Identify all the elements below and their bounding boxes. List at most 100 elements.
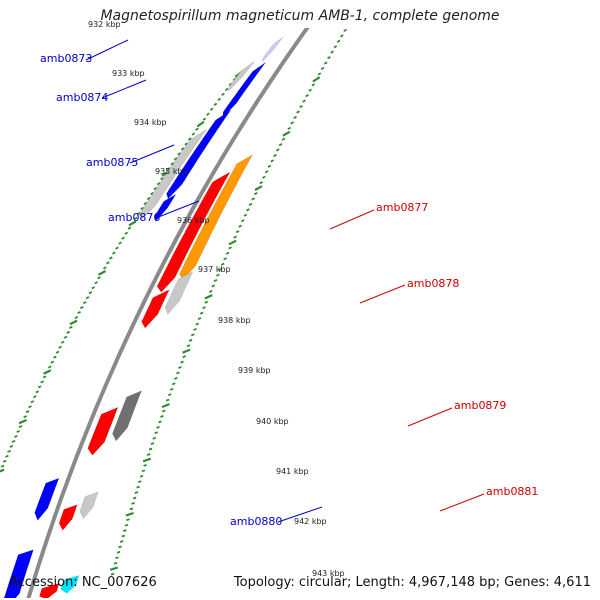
- gene-bottom-cyan[interactable]: [60, 575, 80, 594]
- outer-track-minor-tick: [216, 273, 220, 277]
- gene-label-amb0874[interactable]: amb0874: [56, 91, 109, 104]
- outer-track-major-tick: [228, 239, 237, 246]
- outer-track-minor-tick: [180, 360, 184, 364]
- inner-track-minor-tick: [53, 355, 57, 359]
- outer-track-minor-tick: [167, 393, 172, 397]
- label-leader-lines: [85, 39, 485, 523]
- outer-track-minor-tick: [290, 121, 295, 125]
- outer-track-minor-tick: [259, 181, 264, 185]
- outer-track-minor-tick: [262, 175, 266, 179]
- inner-track-minor-tick: [195, 127, 199, 131]
- gene-amb0878-gray[interactable]: [164, 271, 194, 315]
- gene-amb0877-orange[interactable]: [179, 154, 254, 281]
- outer-track-minor-tick: [190, 333, 195, 337]
- outer-track-major-tick: [125, 511, 134, 517]
- outer-track-minor-tick: [129, 507, 134, 511]
- tick-label: 943 kbp: [312, 569, 345, 578]
- inner-track-minor-tick: [173, 157, 178, 161]
- inner-track-minor-tick: [170, 162, 175, 166]
- outer-track-minor-tick: [278, 143, 283, 147]
- gene-amb0879-dark[interactable]: [112, 390, 143, 442]
- inner-track-minor-tick: [206, 112, 210, 116]
- inner-track-minor-tick: [55, 350, 60, 354]
- outer-track-minor-tick: [343, 28, 347, 33]
- inner-track-major-tick: [18, 418, 27, 425]
- inner-track-minor-tick: [146, 196, 151, 201]
- inner-track-minor-tick: [202, 117, 207, 121]
- inner-track-minor-tick: [7, 449, 11, 453]
- inner-track-minor-tick: [85, 296, 90, 300]
- outer-track-minor-tick: [293, 115, 297, 119]
- tick-label: 939 kbp: [238, 366, 271, 375]
- outer-track-minor-tick: [136, 485, 140, 489]
- gene-bottom-red[interactable]: [39, 582, 60, 599]
- leader-line-amb0877: [329, 209, 375, 230]
- inner-track-minor-tick: [124, 231, 129, 235]
- inner-track-minor-tick: [77, 310, 81, 315]
- outer-track-minor-tick: [143, 463, 147, 467]
- outer-track-major-tick: [282, 130, 291, 137]
- outer-track-minor-tick: [146, 453, 151, 456]
- inner-track-minor-tick: [143, 201, 148, 206]
- gene-layer: [3, 36, 284, 600]
- gene-label-amb0873[interactable]: amb0873: [40, 52, 93, 65]
- outer-track-minor-tick: [281, 137, 286, 141]
- gene-label-amb0880[interactable]: amb0880: [230, 515, 283, 528]
- inner-track-minor-tick: [133, 216, 138, 220]
- outer-track-minor-tick: [220, 262, 225, 266]
- outer-track-minor-tick: [199, 311, 204, 315]
- outer-track-minor-tick: [299, 104, 303, 109]
- outer-track-minor-tick: [327, 55, 331, 60]
- gene-amb0876[interactable]: [154, 194, 177, 222]
- inner-track-minor-tick: [40, 380, 44, 384]
- inner-track-minor-tick: [94, 281, 98, 285]
- inner-track-minor-tick: [42, 375, 47, 379]
- gene-amb0873[interactable]: [222, 61, 267, 119]
- inner-track-minor-tick: [14, 434, 18, 438]
- outer-track-minor-tick: [336, 39, 341, 43]
- gene-label-amb0877[interactable]: amb0877: [376, 201, 429, 214]
- outer-track-minor-tick: [273, 153, 277, 158]
- gene-g-lav[interactable]: [261, 36, 284, 63]
- inner-track-minor-tick: [32, 395, 37, 399]
- gene-amb0880[interactable]: [34, 477, 60, 521]
- gene-bottom-blue[interactable]: [3, 549, 34, 600]
- gene-amb0881-gray[interactable]: [79, 491, 99, 520]
- outer-track-minor-tick: [320, 66, 325, 71]
- inner-track-minor-tick: [187, 137, 192, 141]
- gene-amb0879-red[interactable]: [87, 406, 119, 456]
- outer-track-major-tick: [312, 76, 321, 83]
- inner-track-minor-tick: [91, 286, 96, 290]
- outer-track-minor-tick: [176, 371, 180, 375]
- outer-track-minor-tick: [340, 34, 344, 38]
- outer-track-minor-tick: [287, 126, 292, 130]
- gene-amb0878-red[interactable]: [141, 289, 170, 329]
- outer-track-minor-tick: [110, 572, 115, 576]
- inner-track-minor-tick: [69, 325, 73, 329]
- outer-track-minor-tick: [246, 208, 250, 212]
- gene-label-amb0878[interactable]: amb0878: [407, 277, 460, 290]
- inner-track-minor-tick: [47, 365, 52, 369]
- outer-track-minor-tick: [235, 230, 240, 234]
- gene-label-amb0875[interactable]: amb0875: [86, 156, 139, 169]
- gene-label-amb0881[interactable]: amb0881: [486, 485, 539, 498]
- leader-line-amb0881: [439, 493, 485, 512]
- inner-track-minor-tick: [37, 385, 42, 389]
- gene-amb0877-red[interactable]: [156, 171, 231, 293]
- gene-amb0881-red[interactable]: [58, 504, 78, 531]
- inner-track-minor-tick: [217, 97, 222, 101]
- inner-track-minor-tick: [112, 251, 116, 255]
- gene-amb0874-gray[interactable]: [138, 128, 207, 220]
- gene-label-amb0879[interactable]: amb0879: [454, 399, 507, 412]
- outer-track-minor-tick: [275, 148, 280, 152]
- outer-track-minor-tick: [123, 529, 127, 532]
- outer-track-minor-tick: [330, 50, 334, 54]
- inner-track-minor-tick: [79, 306, 84, 310]
- outer-track-minor-tick: [121, 534, 126, 538]
- gene-g-top-gray[interactable]: [228, 61, 255, 92]
- gene-amb0874[interactable]: [166, 109, 231, 200]
- tick-label: 935 kbp: [155, 167, 188, 176]
- tick-label: 941 kbp: [276, 467, 309, 476]
- gene-label-amb0876[interactable]: amb0876: [108, 211, 161, 224]
